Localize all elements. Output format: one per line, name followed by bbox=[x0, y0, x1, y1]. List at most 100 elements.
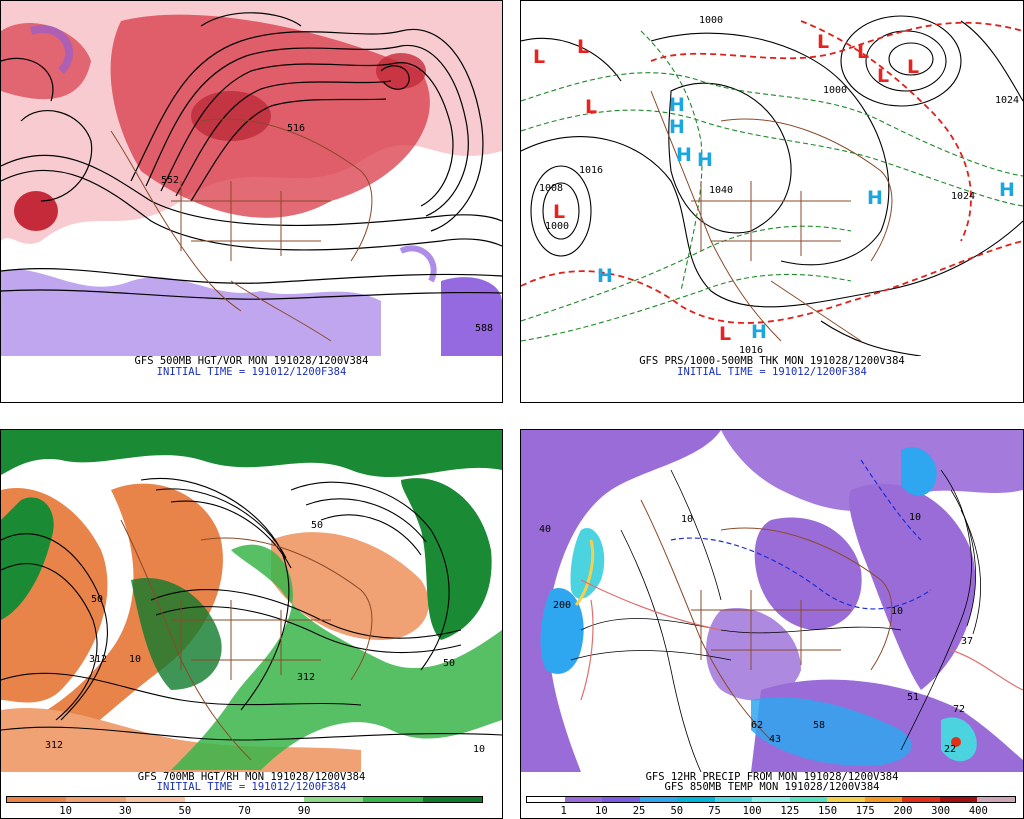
high-pressure-marker: H bbox=[751, 321, 767, 343]
contour-label: 58 bbox=[813, 720, 825, 731]
panel-700mb-hgt-rh: 312 312 312 50 10 50 50 10 GFS 700MB HGT… bbox=[0, 429, 503, 819]
high-pressure-marker: H bbox=[867, 187, 883, 209]
colorbar-label: 30 bbox=[118, 805, 132, 817]
contour-label: 72 bbox=[953, 704, 965, 715]
low-pressure-marker: L bbox=[577, 36, 590, 58]
colorbar-swatch bbox=[244, 797, 304, 802]
panel-caption-initial-time: INITIAL TIME = 191012/1200F384 bbox=[677, 366, 867, 378]
precip-colorbar-labels: 1 10 25 50 75 100 125 150 175 200 300 400 bbox=[526, 805, 1016, 817]
contour-label: 22 bbox=[944, 744, 956, 755]
colorbar-swatch bbox=[185, 797, 245, 802]
colorbar-swatch bbox=[864, 797, 903, 802]
low-pressure-marker: L bbox=[719, 323, 732, 345]
low-pressure-marker: L bbox=[533, 46, 546, 68]
panel-caption-title: GFS 700MB HGT/RH MON 191028/1200V384 bbox=[137, 771, 366, 783]
high-pressure-marker: H bbox=[676, 144, 692, 166]
contour-label: 312 bbox=[297, 672, 315, 683]
low-pressure-marker: L bbox=[553, 201, 566, 223]
colorbar-label: 400 bbox=[968, 805, 988, 817]
high-pressure-marker: H bbox=[999, 179, 1015, 201]
contour-label: 10 bbox=[909, 512, 921, 523]
contour-label: 10 bbox=[891, 606, 903, 617]
panel-500mb-hgt-vor: 552 588 516 GFS 500MB HGT/VOR MON 191028… bbox=[0, 0, 503, 403]
colorbar-label: 150 bbox=[818, 805, 838, 817]
low-pressure-marker: L bbox=[857, 41, 870, 63]
colorbar-swatch bbox=[363, 797, 423, 802]
high-pressure-marker: H bbox=[669, 94, 685, 116]
rh-colorbar-labels: 10 30 50 70 90 bbox=[6, 805, 483, 817]
colorbar-swatch bbox=[902, 797, 940, 802]
colorbar-label: 175 bbox=[855, 805, 875, 817]
colorbar-swatch bbox=[303, 797, 364, 802]
rh-colorbar bbox=[6, 796, 483, 803]
colorbar-swatch bbox=[977, 797, 1015, 802]
contour-label: 1000 bbox=[699, 15, 723, 26]
contour-label: 37 bbox=[961, 636, 973, 647]
contour-label: 312 bbox=[89, 654, 107, 665]
low-pressure-marker: L bbox=[817, 31, 830, 53]
contour-label: 1000 bbox=[823, 85, 847, 96]
precip-colorbar bbox=[526, 796, 1016, 803]
colorbar-swatch bbox=[125, 797, 186, 802]
contour-label: 1016 bbox=[739, 345, 763, 356]
colorbar-label: 1 bbox=[560, 805, 567, 817]
high-pressure-marker: H bbox=[597, 265, 613, 287]
colorbar-label: 200 bbox=[893, 805, 913, 817]
colorbar-label: 25 bbox=[632, 805, 646, 817]
colorbar-label: 10 bbox=[59, 805, 72, 817]
colorbar-swatch bbox=[939, 797, 978, 802]
contour-label: 50 bbox=[91, 594, 103, 605]
contour-label: 1008 bbox=[539, 183, 563, 194]
contour-label: 40 bbox=[539, 524, 551, 535]
colorbar-swatch bbox=[827, 797, 865, 802]
contour-label: 1016 bbox=[579, 165, 603, 176]
colorbar-swatch bbox=[602, 797, 640, 802]
colorbar-label: 10 bbox=[595, 805, 608, 817]
vorticity-map: 552 588 516 bbox=[1, 1, 502, 356]
high-pressure-marker: H bbox=[697, 149, 713, 171]
panel-caption-initial-time: INITIAL TIME = 191012/1200F384 bbox=[156, 781, 347, 793]
high-pressure-marker: H bbox=[669, 116, 685, 138]
colorbar-swatch bbox=[7, 797, 67, 802]
colorbar-swatch bbox=[639, 797, 678, 802]
precipitation-map: 40 200 10 62 58 43 37 51 72 10 10 22 bbox=[521, 430, 1023, 772]
pressure-map: 1000 1016 1008 1000 1024 1024 1040 1016 … bbox=[521, 1, 1023, 356]
colorbar-label: 300 bbox=[931, 805, 951, 817]
contour-label: 10 bbox=[129, 654, 141, 665]
colorbar-label: 50 bbox=[178, 805, 192, 817]
panel-precip-850mb-temp: 40 200 10 62 58 43 37 51 72 10 10 22 GFS… bbox=[520, 429, 1024, 819]
colorbar-label: 70 bbox=[238, 805, 251, 817]
contour-label: 552 bbox=[161, 175, 179, 186]
colorbar-label: 100 bbox=[742, 805, 762, 817]
low-pressure-marker: L bbox=[877, 65, 890, 87]
contour-label: 50 bbox=[443, 658, 455, 669]
contour-label: 62 bbox=[751, 720, 763, 731]
colorbar-swatch bbox=[714, 797, 753, 802]
colorbar-swatch bbox=[789, 797, 828, 802]
colorbar-swatch bbox=[677, 797, 715, 802]
contour-label: 1000 bbox=[545, 221, 569, 232]
contour-label: 10 bbox=[681, 514, 693, 525]
colorbar-swatch bbox=[564, 797, 603, 802]
contour-label: 588 bbox=[475, 323, 493, 334]
low-pressure-marker: L bbox=[585, 96, 598, 118]
contour-label: 312 bbox=[45, 740, 63, 751]
contour-label: 51 bbox=[907, 692, 919, 703]
colorbar-label: 50 bbox=[670, 805, 684, 817]
contour-label: 1024 bbox=[995, 95, 1019, 106]
panel-caption-initial-time: INITIAL TIME = 191012/1200F384 bbox=[156, 366, 347, 378]
panel-pressure-thickness: 1000 1016 1008 1000 1024 1024 1040 1016 … bbox=[520, 0, 1024, 403]
colorbar-swatch bbox=[422, 797, 482, 802]
colorbar-swatch bbox=[527, 797, 565, 802]
contour-label: 200 bbox=[553, 600, 571, 611]
panel-caption-title: GFS 500MB HGT/VOR MON 191028/1200V384 bbox=[134, 355, 369, 367]
contour-label: 10 bbox=[473, 744, 485, 755]
colorbar-label: 75 bbox=[708, 805, 721, 817]
contour-label: 1040 bbox=[709, 185, 733, 196]
colorbar-label: 125 bbox=[780, 805, 800, 817]
contour-label: 43 bbox=[769, 734, 781, 745]
panel-caption-temp: GFS 850MB TEMP MON 191028/1200V384 bbox=[664, 781, 880, 793]
colorbar-label: 90 bbox=[297, 805, 311, 817]
colorbar-swatch bbox=[752, 797, 790, 802]
panel-caption-precip: GFS 12HR PRECIP FROM MON 191028/1200V384 bbox=[645, 771, 899, 783]
